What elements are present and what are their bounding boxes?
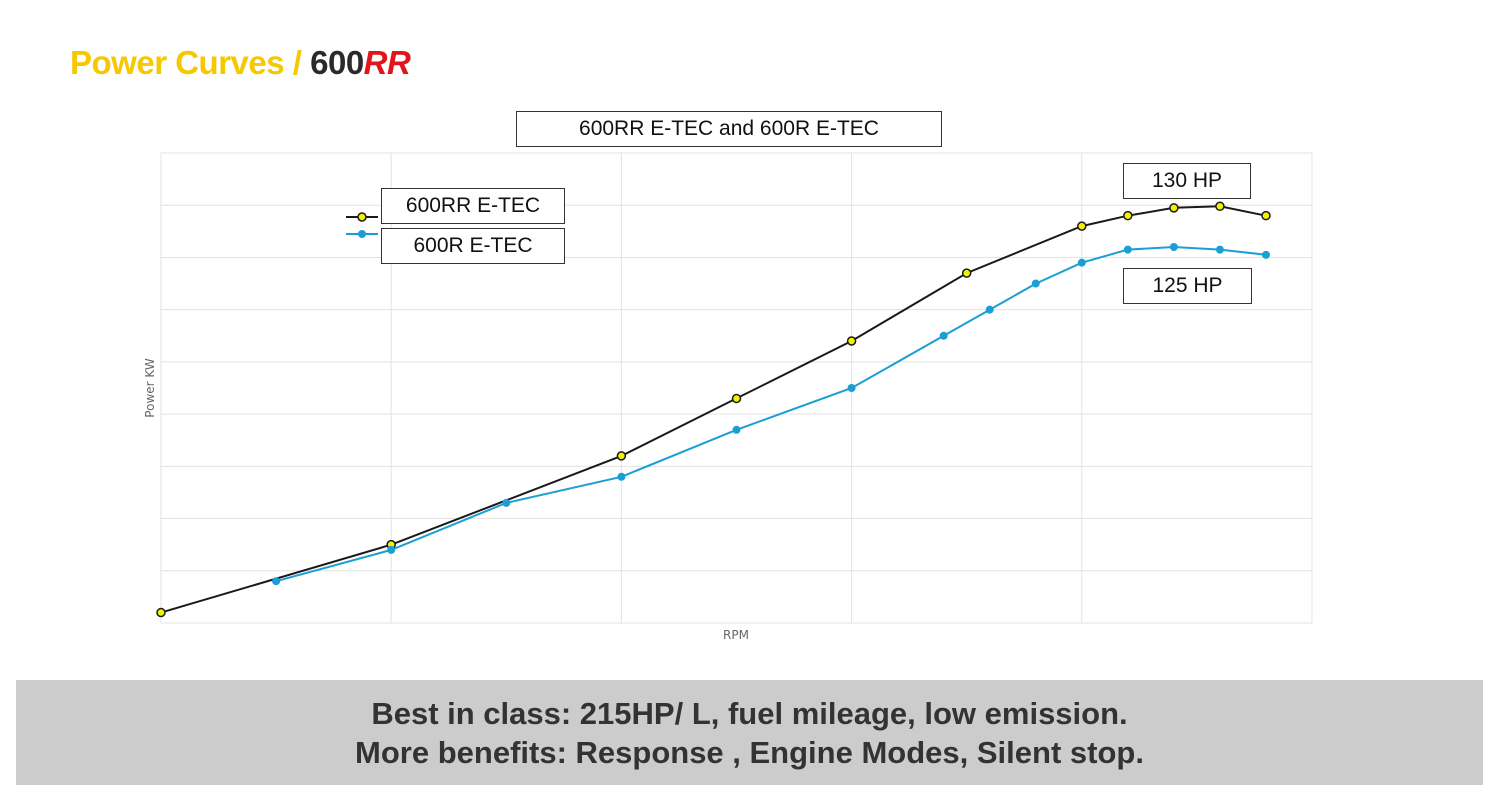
data-point-600rr [1215,201,1225,212]
data-point-600rr [1261,210,1271,221]
data-point-600r [387,545,396,554]
chart-series [156,201,1271,618]
data-point-600rr [961,268,972,278]
data-point-600rr [1123,210,1133,221]
annotation-125hp: 125 HP [1123,268,1252,304]
legend-marker-600rr [357,212,367,222]
annotation-130hp: 130 HP [1123,163,1251,199]
chart-title-box: 600RR E-TEC and 600R E-TEC [516,111,942,147]
data-point-600rr [616,451,627,461]
legend-entry-600rr: 600RR E-TEC [381,188,565,224]
data-point-600rr [846,336,857,346]
legend [346,212,378,238]
data-point-600rr [731,393,742,404]
data-point-600r [985,305,994,314]
series-line-600r [275,245,1267,583]
data-point-600r [939,331,948,340]
x-axis-label: RPM [723,628,749,642]
data-point-600r [1261,250,1270,259]
page-title-text: Power Curves / [70,44,311,81]
power-curve-chart: RPM Power KW [143,152,1313,642]
data-point-600r [1169,243,1178,251]
legend-marker-600r [358,230,366,238]
plot-area [160,152,1313,624]
data-point-600r [502,498,511,507]
data-point-600r [1077,258,1086,267]
data-point-600r [1123,245,1132,254]
data-point-600rr [156,607,166,618]
data-point-600r [272,577,281,586]
data-point-600rr [1077,221,1087,231]
data-point-600r [617,472,626,481]
footer-line-2: More benefits: Response , Engine Modes, … [355,734,1144,770]
data-point-600r [1215,245,1224,254]
data-point-600r [847,384,856,392]
page-title-model-suffix: RR [363,44,411,81]
data-point-600r [732,425,741,434]
page-title: Power Curves / 600RR [70,44,411,82]
footer-line-1: Best in class: 215HP/ L, fuel mileage, l… [371,695,1128,731]
footer-banner: Best in class: 215HP/ L, fuel mileage, l… [16,680,1483,785]
chart-grid [161,153,1312,623]
legend-entry-600r: 600R E-TEC [381,228,565,264]
data-point-600r [1031,279,1040,288]
page-title-model: 600 [310,44,364,81]
data-point-600rr [1169,203,1179,213]
y-axis-label: Power KW [143,358,157,418]
